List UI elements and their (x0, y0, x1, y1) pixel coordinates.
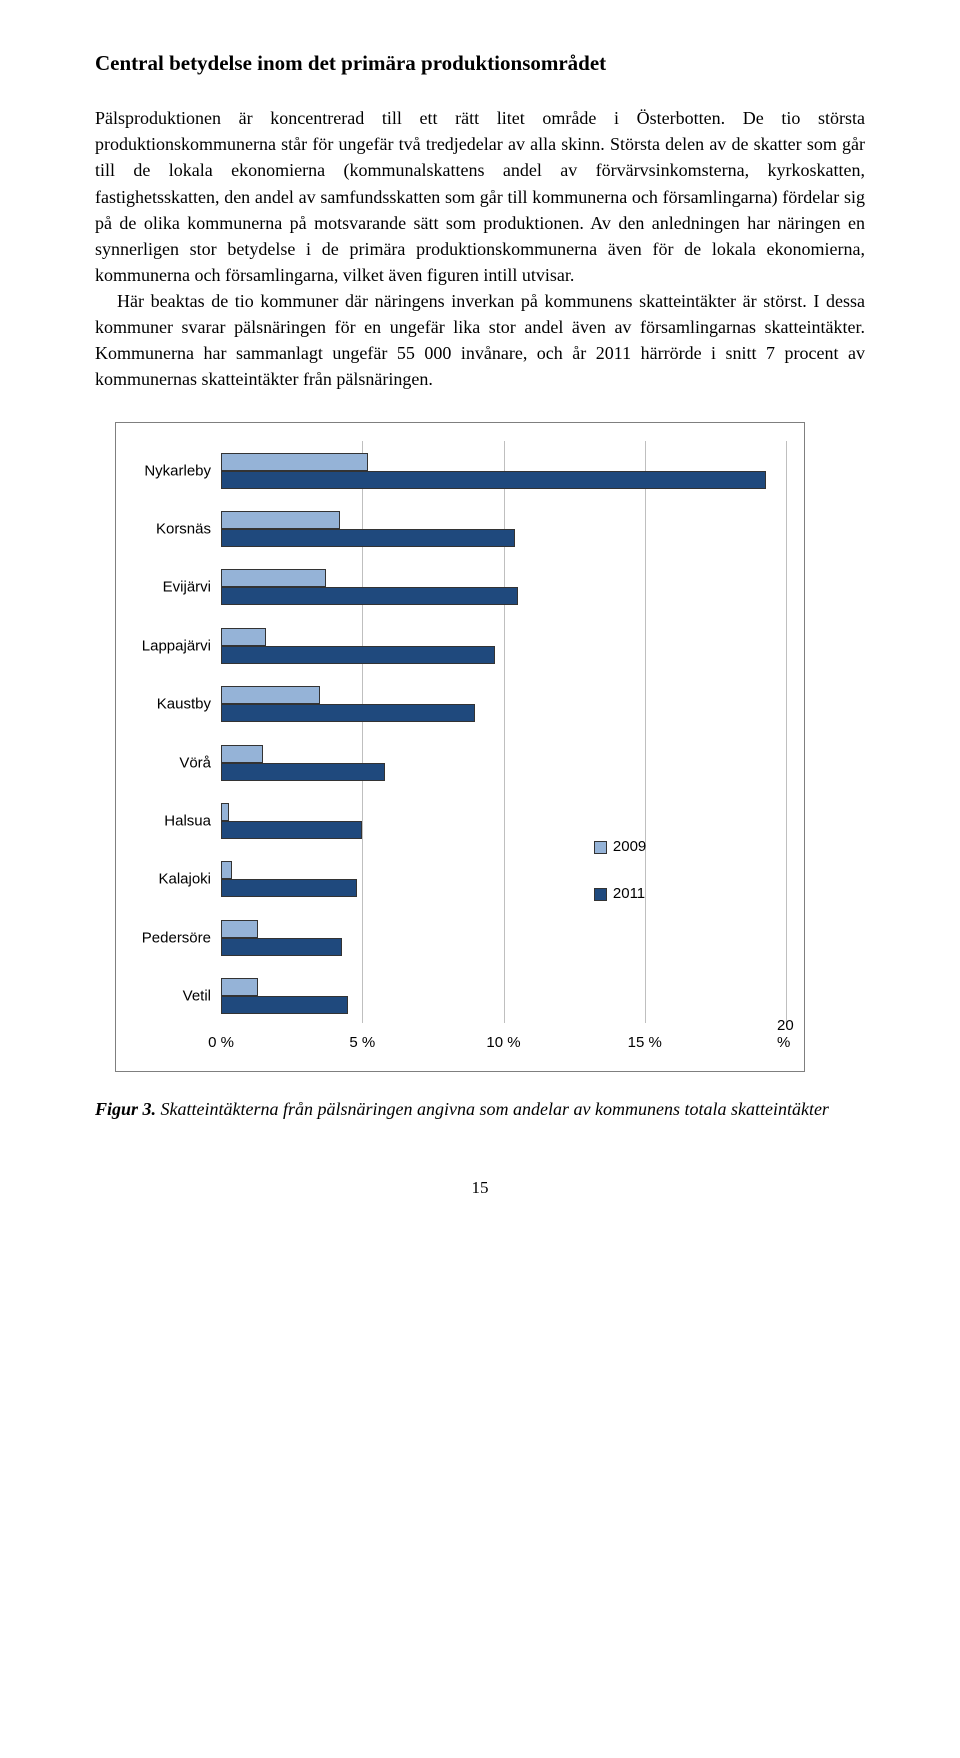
chart-y-category-label: Kalajoki (116, 871, 211, 888)
chart-y-category-label: Korsnäs (116, 520, 211, 537)
chart-bar (221, 861, 232, 879)
chart-y-category-label: Kaustby (116, 696, 211, 713)
bar-chart: 0 % 5 % 10 % 15 % 20 % Nykarleby Korsnäs Evijär… (115, 422, 805, 1072)
chart-legend-swatch (594, 841, 607, 854)
chart-y-category-label: Nykarleby (116, 462, 211, 479)
chart-y-category-label: Evijärvi (116, 579, 211, 596)
chart-legend-label: 2009 (613, 838, 646, 855)
figure-caption-text: Skatteintäkterna från pälsnäringen angiv… (156, 1099, 829, 1119)
chart-x-tick-label: 5 % (349, 1034, 375, 1051)
chart-bar (221, 938, 342, 956)
chart-legend-item: 2011 (594, 885, 645, 902)
chart-bar (221, 569, 326, 587)
chart-gridline (645, 441, 646, 1023)
chart-y-category-label: Pedersöre (116, 929, 211, 946)
chart-bar (221, 646, 495, 664)
chart-gridline (786, 441, 787, 1023)
chart-x-tick-label: 15 % (628, 1034, 662, 1051)
chart-bar (221, 763, 385, 781)
chart-bar (221, 745, 263, 763)
chart-plot-area: 0 % 5 % 10 % 15 % 20 % Nykarleby Korsnäs Evijär… (115, 422, 805, 1072)
figure-label: Figur 3. (95, 1099, 156, 1119)
chart-bar (221, 471, 766, 489)
chart-bar (221, 628, 266, 646)
chart-bar (221, 996, 348, 1014)
paragraph-1: Pälsproduktionen är koncentrerad till et… (95, 105, 865, 288)
chart-y-category-label: Vetil (116, 988, 211, 1005)
chart-legend-label: 2011 (613, 885, 645, 902)
chart-bar (221, 587, 518, 605)
chart-legend-swatch (594, 888, 607, 901)
chart-y-category-label: Lappajärvi (116, 637, 211, 654)
chart-bar (221, 511, 340, 529)
chart-y-category-label: Vörå (116, 754, 211, 771)
figure-caption: Figur 3. Skatteintäkterna från pälsnärin… (95, 1097, 865, 1122)
paragraph-2: Här beaktas de tio kommuner där näringen… (95, 288, 865, 392)
chart-bar (221, 529, 515, 547)
chart-plot (221, 441, 784, 1023)
chart-bar (221, 686, 320, 704)
chart-bar (221, 453, 368, 471)
chart-bar (221, 821, 362, 839)
page-number: 15 (95, 1178, 865, 1198)
chart-x-tick-label: 20 % (777, 1017, 795, 1051)
chart-y-category-label: Halsua (116, 812, 211, 829)
chart-legend-item: 2009 (594, 838, 646, 855)
chart-bar (221, 879, 357, 897)
section-heading: Central betydelse inom det primära produ… (95, 50, 865, 77)
chart-x-tick-label: 0 % (208, 1034, 234, 1051)
chart-x-tick-label: 10 % (486, 1034, 520, 1051)
chart-bar (221, 803, 229, 821)
chart-bar (221, 978, 258, 996)
chart-bar (221, 704, 475, 722)
chart-bar (221, 920, 258, 938)
